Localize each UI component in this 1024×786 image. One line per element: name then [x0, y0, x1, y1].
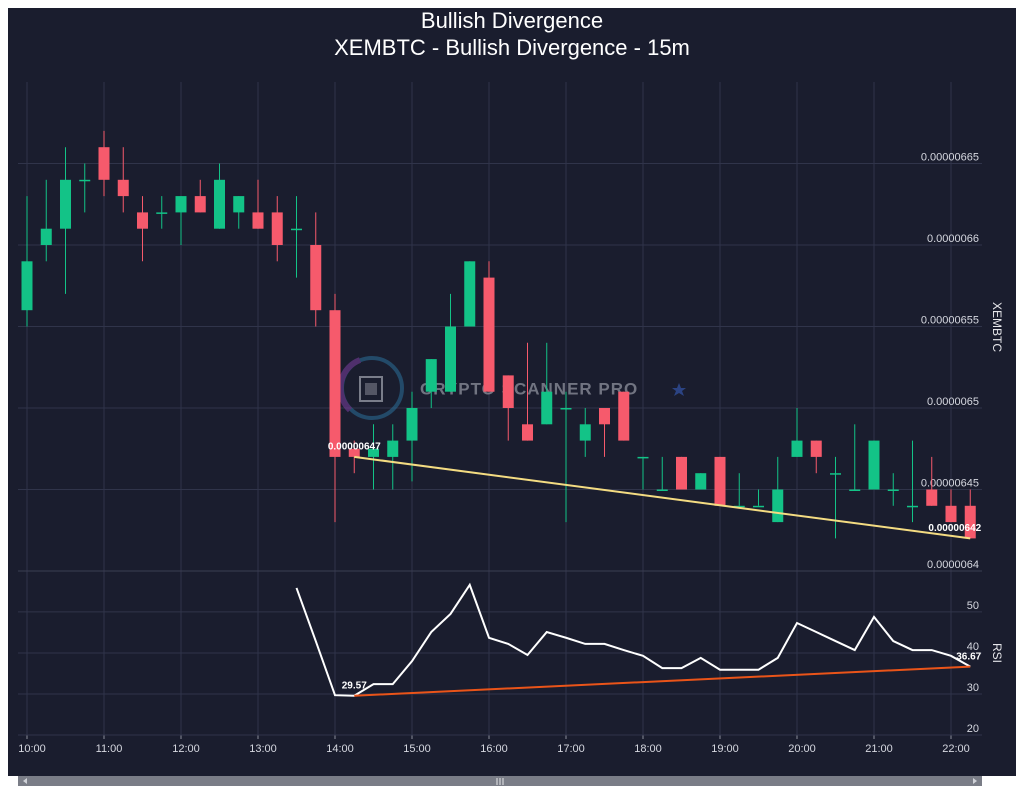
candle-body: [502, 375, 514, 408]
candle-body: [733, 505, 745, 508]
watermark-text: CRYPTO SCANNER PRO: [420, 379, 638, 398]
x-tick-label: 21:00: [865, 743, 893, 755]
candle-body: [310, 245, 322, 311]
scroll-right-arrow[interactable]: [973, 778, 977, 784]
trendline-label: 36.67: [956, 651, 981, 662]
candle-body: [40, 228, 52, 245]
candle-body: [772, 489, 784, 523]
scroll-grip[interactable]: [496, 778, 504, 785]
candle-body: [791, 440, 803, 457]
trendline-label: 0.00000647: [328, 442, 381, 453]
y-tick-label: 0.00000645: [921, 477, 979, 489]
trendline: [354, 455, 971, 540]
candle-body: [695, 473, 707, 490]
candle-body: [599, 408, 610, 425]
candle-body: [483, 277, 495, 392]
y-tick-label: 0.0000065: [927, 396, 979, 408]
candle-body: [387, 440, 399, 457]
candle-body: [445, 326, 456, 392]
x-tick-label: 12:00: [172, 743, 200, 755]
candle-body: [137, 212, 148, 229]
y-axis-title: XEMBTC: [990, 302, 1004, 352]
x-tick-label: 20:00: [788, 743, 816, 755]
candle-body: [175, 196, 187, 213]
scrollbar[interactable]: [18, 776, 982, 786]
candle-body: [464, 261, 476, 327]
x-tick-label: 14:00: [326, 743, 354, 755]
candle-body: [117, 179, 129, 197]
candle-body: [579, 424, 591, 441]
watermark: CRYPTO SCANNER PRO: [337, 356, 686, 420]
scroll-left-arrow[interactable]: [23, 778, 27, 784]
candle-body: [406, 408, 418, 441]
candle-body: [656, 489, 668, 491]
candle-body: [368, 448, 379, 457]
candle-body: [194, 196, 206, 213]
candle-body: [425, 359, 437, 392]
chart-title: Bullish Divergence: [421, 8, 603, 33]
candle-body: [830, 473, 841, 475]
candle-body: [252, 212, 264, 229]
y-tick-label: 0.00000665: [921, 151, 979, 163]
candle-body: [98, 147, 110, 180]
grid-layer: 10:00 11:00 12:00 13:00 14:00 15:00 16:00 17:00…: [18, 82, 982, 755]
candle-body: [753, 505, 764, 508]
x-tick-label: 16:00: [480, 743, 508, 755]
data-layer: 0.00000647 0.00000642 29.57 36.67: [21, 130, 982, 697]
candle-body: [676, 456, 687, 490]
candle-body: [810, 440, 822, 457]
candle-body: [329, 310, 341, 457]
candle-body: [156, 212, 168, 214]
candle-body: [618, 391, 630, 441]
watermark-qr-dots: [365, 383, 377, 395]
candle-body: [560, 408, 572, 410]
x-tick-label: 22:00: [942, 743, 970, 755]
y-tick-label: 0.0000064: [927, 559, 979, 571]
candle-body: [271, 212, 283, 245]
candle-body: [926, 489, 938, 506]
y-tick-label: 40: [967, 641, 979, 653]
candle-body: [348, 448, 360, 457]
y-tick-label: 30: [967, 682, 979, 694]
candle-body: [233, 196, 245, 213]
x-tick-label: 10:00: [18, 743, 46, 755]
x-tick-label: 11:00: [96, 743, 123, 755]
x-tick-label: 13:00: [249, 743, 277, 755]
trendline-label: 29.57: [342, 680, 367, 691]
y-tick-label: 50: [967, 600, 979, 612]
candle-body: [945, 505, 957, 523]
candle-body: [637, 456, 649, 459]
candle-body: [60, 179, 71, 229]
trendline-label: 0.00000642: [928, 523, 981, 534]
x-tick-label: 17:00: [557, 743, 585, 755]
chart-subtitle: XEMBTC - Bullish Divergence - 15m: [334, 35, 690, 60]
candle-body: [522, 424, 533, 441]
candle-body: [79, 179, 91, 182]
y-tick-label: 0.00000655: [921, 314, 979, 326]
y-axis-title: RSI: [990, 643, 1004, 663]
candle-body: [21, 261, 33, 311]
candle-body: [868, 440, 880, 490]
candle-body: [214, 179, 225, 229]
candle-body: [291, 228, 302, 231]
rsi-line: [295, 582, 971, 697]
candle-body: [714, 456, 726, 506]
x-tick-label: 18:00: [634, 743, 662, 755]
x-tick-label: 15:00: [403, 743, 431, 755]
candle-body: [907, 505, 918, 508]
candle-body: [964, 505, 976, 539]
watermark-qr: [359, 376, 383, 402]
candle-body: [887, 489, 899, 491]
candle-body: [541, 391, 553, 425]
y-tick-label: 0.0000066: [927, 233, 979, 245]
candle-body: [849, 489, 861, 491]
watermark-logo-arc: [337, 357, 362, 413]
watermark-star: [672, 383, 686, 396]
x-tick-label: 19:00: [711, 743, 739, 755]
trendline: [354, 665, 971, 697]
y-tick-label: 20: [967, 723, 979, 735]
